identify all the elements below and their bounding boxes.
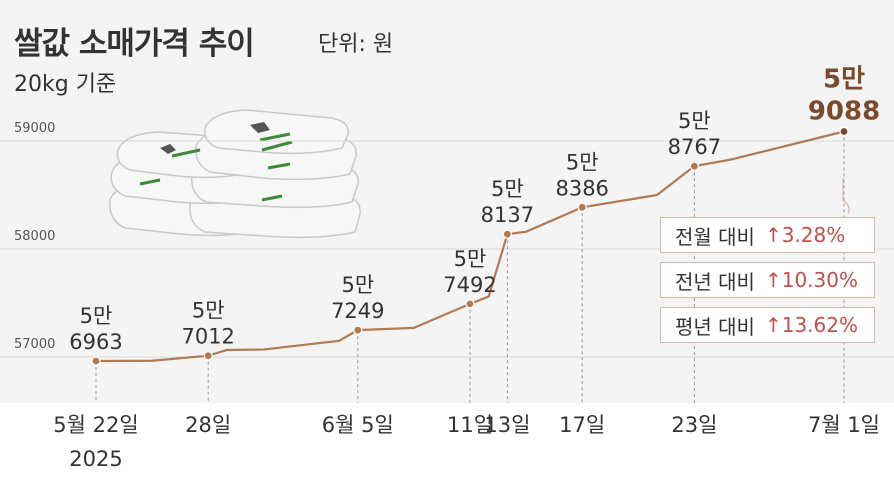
unit-label: 단위: 원 [318, 32, 394, 57]
comparison-normal-year: 평년 대비 ↑13.62% [660, 307, 875, 343]
comparison-label: 평년 대비 [675, 314, 755, 339]
data-label-value: 7012 [181, 325, 234, 349]
data-label-unit: 5만 [80, 304, 113, 328]
data-label-value: 8137 [481, 203, 534, 227]
comparison-value: ↑13.62% [764, 313, 858, 337]
data-point [91, 356, 101, 366]
comparison-label: 전년 대비 [675, 269, 755, 294]
y-tick-label: 59000 [14, 121, 55, 136]
data-label-unit: 5만 [566, 150, 599, 174]
x-tick-label: 11일 [447, 413, 493, 437]
comparison-year: 전년 대비 ↑10.30% [660, 262, 875, 298]
x-tick-label: 23일 [671, 413, 717, 437]
data-label-value: 8386 [555, 176, 608, 200]
data-label-unit: 5만 [491, 177, 524, 201]
rice-bags-illustration [109, 109, 361, 239]
callout-pointer [842, 178, 850, 215]
data-point [465, 299, 475, 309]
data-point [203, 351, 213, 361]
data-point [689, 161, 700, 171]
data-label-unit: 5만 [823, 64, 865, 94]
data-label-value: 9088 [808, 96, 880, 126]
data-label-value: 6963 [69, 330, 122, 354]
data-label-unit: 5만 [192, 299, 225, 323]
x-tick-sublabel: 2025 [69, 447, 122, 471]
data-point [839, 126, 849, 137]
data-label-unit: 5만 [341, 273, 374, 297]
axis-band [0, 403, 894, 486]
data-point [502, 229, 512, 239]
y-tick-label: 58000 [14, 229, 55, 244]
chart-title: 쌀값 소매가격 추이 [14, 26, 255, 62]
comparison-boxes: 전월 대비 ↑3.28% 전년 대비 ↑10.30% 평년 대비 ↑13.62% [660, 217, 875, 352]
comparison-value: ↑3.28% [764, 223, 846, 247]
data-label-value: 7249 [331, 299, 384, 323]
data-label-value: 8767 [668, 135, 721, 159]
x-tick-label: 13일 [484, 413, 530, 437]
chart-subtitle: 20kg 기준 [14, 72, 117, 97]
data-point [577, 202, 587, 212]
x-tick-label: 6월 5일 [322, 413, 394, 437]
comparison-value: ↑10.30% [764, 268, 858, 292]
comparison-month: 전월 대비 ↑3.28% [660, 217, 875, 253]
data-label-unit: 5만 [454, 247, 487, 271]
x-tick-label: 17일 [559, 413, 605, 437]
data-label-unit: 5만 [678, 109, 711, 133]
x-tick-label: 28일 [185, 413, 231, 437]
comparison-label: 전월 대비 [675, 224, 755, 249]
data-label-value: 7492 [443, 273, 496, 297]
x-tick-label: 7월 1일 [808, 413, 880, 437]
y-tick-label: 57000 [14, 337, 55, 352]
x-tick-label: 5월 22일 [53, 413, 138, 437]
data-point [353, 325, 363, 335]
